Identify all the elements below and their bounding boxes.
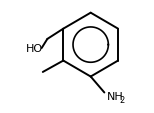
Text: HO: HO <box>26 44 43 54</box>
Text: 2: 2 <box>120 96 125 104</box>
Text: NH: NH <box>107 92 123 102</box>
